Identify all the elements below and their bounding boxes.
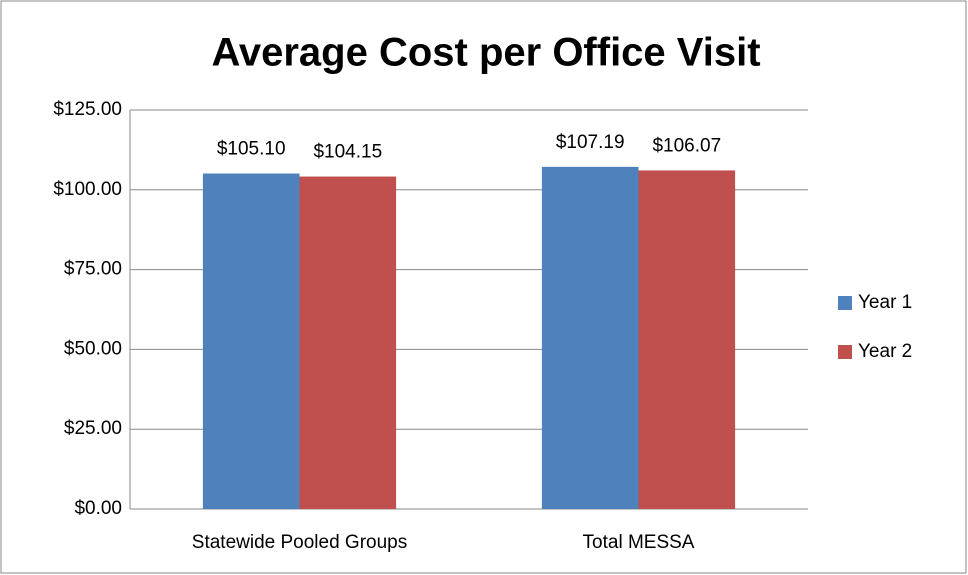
- legend-swatch: [838, 296, 852, 310]
- chart-title: Average Cost per Office Visit: [211, 31, 760, 75]
- y-tick-label: $0.00: [74, 498, 122, 519]
- legend-label: Year 1: [858, 292, 912, 313]
- y-tick-label: $75.00: [64, 259, 122, 280]
- y-tick-label: $50.00: [64, 338, 122, 359]
- data-label: $104.15: [313, 142, 382, 163]
- data-label: $107.19: [556, 132, 625, 153]
- y-tick-label: $100.00: [53, 179, 122, 200]
- x-tick-label: Statewide Pooled Groups: [192, 532, 407, 553]
- x-tick-label: Total MESSA: [583, 532, 695, 553]
- legend-label: Year 2: [858, 341, 912, 362]
- bar: [638, 170, 736, 509]
- data-label: $106.07: [652, 135, 721, 156]
- data-label: $105.10: [217, 139, 286, 160]
- bar: [541, 166, 639, 509]
- y-tick-label: $125.00: [53, 99, 122, 120]
- bar: [299, 176, 397, 509]
- bar: [202, 173, 300, 509]
- y-tick-label: $25.00: [64, 418, 122, 439]
- legend-swatch: [838, 345, 852, 359]
